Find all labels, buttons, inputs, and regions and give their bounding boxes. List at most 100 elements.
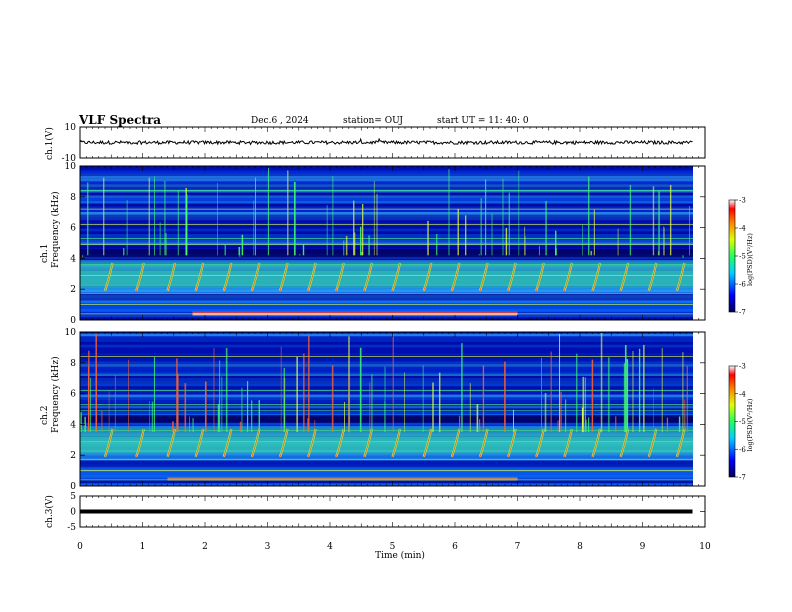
- colorbar-tick-label: -4: [739, 225, 746, 233]
- spectrogram-hot-strip: [167, 477, 518, 481]
- spectrogram-texture-band: [80, 242, 693, 246]
- spectrogram-plot-area: [80, 166, 693, 320]
- spectrogram-texture-band: [80, 170, 693, 174]
- y-tick-label: 10: [65, 328, 77, 338]
- spectrogram-texture-band: [80, 211, 693, 215]
- colorbar-tick-label: -4: [739, 390, 746, 398]
- y-tick-label: 2: [70, 451, 76, 461]
- chorus-element-core: [104, 262, 113, 291]
- colorbar-title: log(PSD)(V²/Hz): [746, 233, 754, 286]
- spectrogram-texture-band: [80, 228, 693, 232]
- spectrogram-texture-band: [80, 198, 693, 201]
- chorus-element-core: [251, 428, 260, 457]
- chorus-band-haze: [80, 427, 693, 454]
- spectrogram-end-blank: [693, 332, 705, 486]
- spectrogram-texture-band: [80, 192, 693, 196]
- ch2-spectrogram-channel-label: ch.2: [40, 406, 50, 425]
- spectrogram-texture-band: [80, 386, 693, 389]
- spectrogram-texture-band: [80, 364, 693, 367]
- chorus-element-core: [335, 428, 345, 457]
- x-tick-label: 9: [640, 542, 646, 552]
- spectrogram-texture-band: [80, 358, 693, 362]
- spectrogram-texture-band: [80, 361, 693, 365]
- spectrogram-texture-band: [80, 394, 693, 398]
- spectrogram-texture-band: [80, 206, 693, 210]
- colorbar-tick-label: -6: [739, 446, 746, 454]
- y-tick-label: 0: [70, 482, 76, 492]
- figure-title: VLF Spectra: [78, 113, 161, 127]
- chorus-element-core: [363, 428, 373, 457]
- spectrogram-dark-stripe: [80, 249, 693, 257]
- spectrogram-texture-band: [80, 217, 693, 221]
- spectrogram-texture-band: [80, 195, 693, 199]
- chorus-element-core: [392, 262, 401, 291]
- chorus-element-core: [104, 428, 113, 457]
- chorus-element-core: [307, 262, 317, 291]
- spectrogram-texture-band: [80, 391, 693, 395]
- spectrogram-texture-band: [80, 181, 693, 185]
- colorbar-tick-label: -7: [739, 309, 746, 317]
- y-tick-label: 10: [65, 162, 77, 172]
- start-time-label: start UT = 11: 40: 0: [437, 116, 529, 126]
- x-tick-label: 3: [265, 542, 271, 552]
- chorus-element-core: [648, 262, 657, 291]
- spectrogram-texture-band: [80, 375, 693, 378]
- chorus-element-core: [451, 428, 460, 457]
- spectrogram-plot-area: [80, 332, 693, 486]
- spectrogram-texture-band: [80, 173, 693, 176]
- chorus-element-core: [507, 428, 517, 457]
- spectrogram-texture-band: [80, 461, 693, 464]
- spectrogram-texture-band: [80, 297, 693, 301]
- colorbar-tick-label: -5: [739, 418, 746, 426]
- y-tick-label: -5: [67, 523, 76, 533]
- spectrogram-texture-band: [80, 209, 693, 212]
- ch1-spectrogram-ylabel: Frequency (kHz): [50, 191, 61, 268]
- spectrogram-texture-band: [80, 405, 693, 409]
- spectrogram-hot-strip-core: [192, 313, 518, 316]
- chorus-element-core: [223, 428, 232, 457]
- spectrogram-texture-band: [80, 239, 693, 243]
- spectrogram-low-band: [80, 301, 693, 313]
- chorus-element-core: [676, 428, 685, 457]
- chorus-element-core: [620, 428, 629, 457]
- colorbar-tick-label: -6: [739, 281, 746, 289]
- spectrogram-end-blank: [693, 166, 705, 320]
- spectrogram-texture-band: [80, 314, 693, 318]
- spectrogram-texture-band: [80, 336, 693, 340]
- chorus-element-core: [307, 428, 317, 457]
- chorus-element-core: [592, 262, 601, 291]
- waveform-ch1-panel: [79, 137, 693, 146]
- chorus-element-core: [479, 428, 488, 457]
- spectrogram-texture-band: [80, 178, 693, 182]
- colorbar-tick-label: -3: [739, 363, 746, 371]
- ch1-waveform-ylabel: ch.1(V): [44, 127, 55, 160]
- spectrogram-low-band: [80, 467, 693, 479]
- colorbar-tick-label: -5: [739, 253, 746, 261]
- spectrogram-texture-band: [80, 186, 693, 190]
- y-tick-label: 5: [70, 492, 76, 502]
- spectrogram-ch1-panel: [80, 166, 705, 320]
- chorus-element-core: [592, 428, 601, 457]
- spectrogram-texture-band: [80, 225, 693, 229]
- spectrogram-texture-band: [80, 397, 693, 401]
- x-tick-label: 8: [577, 542, 583, 552]
- spectrogram-texture-band: [80, 355, 693, 359]
- spectrogram-texture-band: [80, 333, 693, 337]
- spectrogram-texture-band: [80, 369, 693, 373]
- y-tick-label: 6: [70, 390, 76, 400]
- chorus-element-core: [195, 428, 204, 457]
- chorus-band-haze: [80, 261, 693, 288]
- x-tick-label: 1: [140, 542, 146, 552]
- y-tick-label: -10: [62, 154, 77, 164]
- chorus-element-core: [167, 428, 176, 457]
- x-tick-label: 0: [77, 542, 83, 552]
- chorus-element-core: [335, 262, 345, 291]
- chorus-element-core: [648, 428, 657, 457]
- colorbar-ch2-scale: [728, 365, 736, 478]
- ch2-spectrogram-ylabel: Frequency (kHz): [50, 356, 61, 433]
- spectrogram-texture-band: [80, 339, 693, 342]
- spectrogram-texture-band: [80, 463, 693, 467]
- y-tick-label: 0: [70, 508, 76, 518]
- spectrogram-texture-band: [80, 408, 693, 412]
